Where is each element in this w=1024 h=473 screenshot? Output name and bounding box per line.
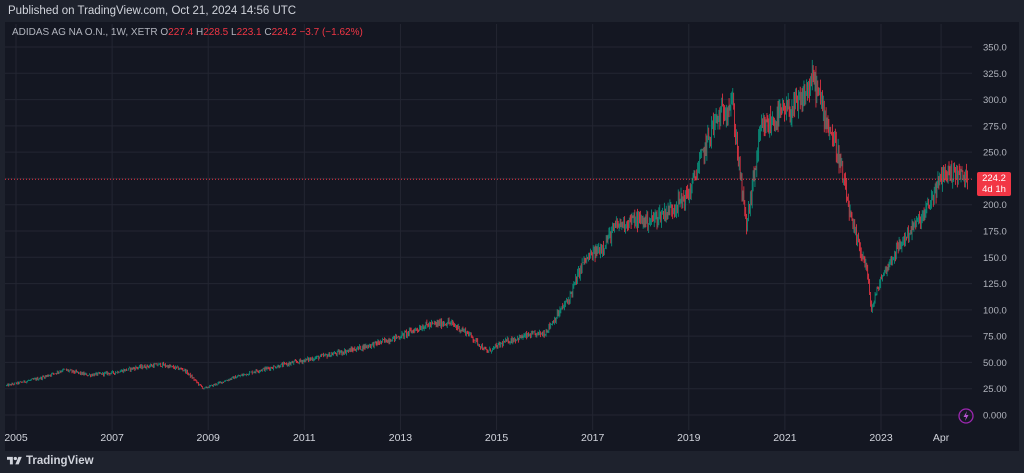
y-tick-label: 25.00 bbox=[983, 384, 1007, 395]
x-axis: 2005 2007 2009 2011 2013 2015 2017 2019 2021 2023… bbox=[4, 432, 949, 444]
open-label: O bbox=[160, 27, 169, 38]
bar-countdown: 4d 1h bbox=[982, 184, 1006, 195]
y-tick-label: 100.0 bbox=[983, 305, 1007, 316]
footer-bar: TradingView bbox=[0, 451, 1024, 473]
x-tick-label: 2019 bbox=[677, 432, 701, 444]
candles bbox=[5, 59, 968, 390]
lightning-icon[interactable] bbox=[958, 408, 974, 424]
tradingview-logo-icon bbox=[7, 456, 22, 465]
x-tick-label: 2013 bbox=[389, 432, 413, 444]
y-tick-label: 300.0 bbox=[983, 95, 1007, 106]
close-value: 224.2 bbox=[271, 27, 297, 38]
y-tick-label: 150.0 bbox=[983, 253, 1007, 264]
y-tick-label: 125.0 bbox=[983, 279, 1007, 290]
last-price-label: 224.2 bbox=[982, 173, 1006, 184]
x-tick-label: 2011 bbox=[293, 432, 316, 444]
x-tick-label: Apr bbox=[933, 432, 950, 444]
y-tick-label: 0.000 bbox=[983, 411, 1007, 422]
header-bar: Published on TradingView.com, Oct 21, 20… bbox=[0, 0, 1024, 22]
x-tick-label: 2017 bbox=[581, 432, 605, 444]
x-tick-label: 2005 bbox=[4, 432, 28, 444]
close-label: C bbox=[264, 27, 272, 38]
x-tick-label: 2015 bbox=[485, 432, 509, 444]
y-axis: 350.0325.0300.0275.0250.0225.0200.0175.0… bbox=[983, 43, 1007, 422]
y-tick-label: 350.0 bbox=[983, 43, 1007, 54]
low-label: L bbox=[231, 27, 237, 38]
y-tick-label: 250.0 bbox=[983, 148, 1007, 159]
published-note: Published on TradingView.com, Oct 21, 20… bbox=[8, 5, 297, 17]
x-tick-label: 2021 bbox=[773, 432, 797, 444]
x-tick-label: 2023 bbox=[869, 432, 893, 444]
grid bbox=[5, 24, 972, 430]
last-price-badge: 224.2 4d 1h bbox=[977, 172, 1011, 196]
x-tick-label: 2007 bbox=[100, 432, 124, 444]
x-tick-label: 2009 bbox=[197, 432, 221, 444]
low-value: 223.1 bbox=[236, 27, 262, 38]
chart-area[interactable] bbox=[5, 22, 1019, 451]
high-value: 228.5 bbox=[203, 27, 229, 38]
y-tick-label: 175.0 bbox=[983, 227, 1007, 238]
y-tick-label: 275.0 bbox=[983, 121, 1007, 132]
high-label: H bbox=[195, 27, 204, 38]
symbol-name: ADIDAS AG NA O.N., 1W, XETR bbox=[12, 27, 158, 38]
y-tick-label: 200.0 bbox=[983, 200, 1007, 211]
tradingview-logo[interactable]: TradingView bbox=[7, 455, 94, 467]
y-tick-label: 50.00 bbox=[983, 358, 1007, 369]
open-value: 227.4 bbox=[168, 27, 194, 38]
y-tick-label: 325.0 bbox=[983, 69, 1007, 80]
symbol-legend: ADIDAS AG NA O.N., 1W, XETR O227.4 H228.… bbox=[12, 27, 363, 38]
change-value: −3.7 (−1.62%) bbox=[299, 27, 363, 38]
y-tick-label: 75.00 bbox=[983, 332, 1007, 343]
tradingview-brand: TradingView bbox=[26, 455, 94, 467]
